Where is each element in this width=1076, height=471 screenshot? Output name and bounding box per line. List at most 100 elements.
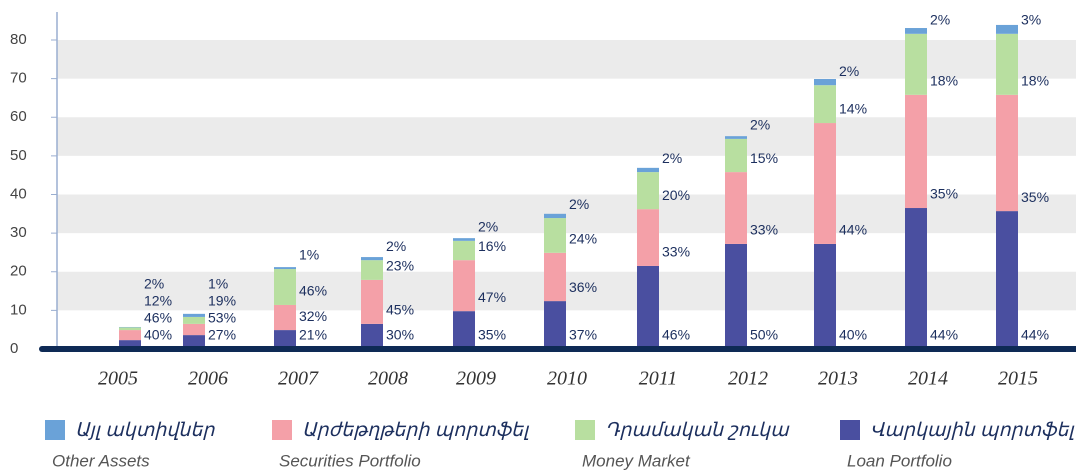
bar-segment	[725, 138, 747, 173]
data-label: 21%	[299, 327, 327, 343]
data-label: 30%	[386, 327, 414, 343]
bar-segment	[996, 33, 1018, 95]
x-tick-label: 2014	[908, 368, 948, 390]
data-label: 23%	[386, 258, 414, 274]
data-label: 47%	[478, 289, 506, 305]
x-tick-label: 2013	[818, 368, 858, 390]
data-label: 3%	[1021, 12, 1041, 28]
legend-label: Արժեթղթերի պորտֆել	[302, 420, 530, 441]
bar-segment	[637, 167, 659, 173]
y-tick-label: 40	[10, 185, 27, 202]
bar-segment	[814, 123, 836, 244]
bar-segment	[274, 304, 296, 331]
legend-subtitle: Money Market	[582, 451, 691, 470]
bar-segment	[814, 85, 836, 124]
data-label: 2%	[839, 63, 859, 79]
x-tick-label: 2007	[278, 368, 319, 390]
bar-segment	[814, 243, 836, 349]
x-tick-label: 2011	[639, 368, 678, 390]
data-label: 50%	[750, 327, 778, 343]
data-label: 46%	[662, 327, 690, 343]
legend-swatch	[840, 420, 860, 440]
bar-segment	[637, 172, 659, 210]
data-label: 2%	[569, 196, 589, 212]
bar-segment	[725, 136, 747, 139]
legend-swatch	[575, 420, 595, 440]
data-label: 18%	[1021, 73, 1049, 89]
bar-segment	[119, 330, 141, 341]
data-label: 32%	[299, 308, 327, 324]
x-tick-label: 2015	[998, 368, 1038, 390]
x-tick-label: 2008	[368, 368, 408, 390]
data-label: 15%	[750, 150, 778, 166]
data-label: 44%	[930, 327, 958, 343]
bar-segment	[905, 94, 927, 209]
bar-segment	[361, 257, 383, 261]
data-label: 35%	[930, 186, 958, 202]
data-label: 35%	[1021, 189, 1049, 205]
y-tick-label: 70	[10, 70, 27, 87]
y-tick-label: 50	[10, 147, 27, 164]
y-tick-label: 20	[10, 263, 27, 280]
data-label: 2%	[662, 150, 682, 166]
legend-subtitle: Securities Portfolio	[279, 451, 421, 470]
bar-segment	[361, 260, 383, 280]
bar-segment	[544, 218, 566, 253]
data-label: 20%	[662, 187, 690, 203]
bar-segment	[183, 316, 205, 324]
bar-segment	[905, 33, 927, 95]
data-label: 12%	[144, 293, 172, 309]
data-label: 27%	[208, 327, 236, 343]
legend-swatch	[272, 420, 292, 440]
data-label: 18%	[930, 73, 958, 89]
bar-segment	[725, 243, 747, 349]
bar-segment	[996, 24, 1018, 34]
y-tick-label: 30	[10, 224, 27, 241]
legend-label: Այլ ակտիվներ	[75, 420, 215, 441]
data-label: 2%	[386, 238, 406, 254]
bar-segment	[183, 313, 205, 317]
bar-segment	[637, 209, 659, 266]
bar-segment	[544, 252, 566, 302]
data-label: 2%	[478, 219, 498, 235]
x-tick-label: 2009	[456, 368, 496, 390]
legend-swatch	[45, 420, 65, 440]
data-label: 53%	[208, 310, 236, 326]
bar-segment	[637, 265, 659, 349]
data-label: 46%	[144, 310, 172, 326]
data-label: 45%	[386, 302, 414, 318]
bar-segment	[119, 327, 141, 331]
x-tick-label: 2010	[547, 368, 587, 390]
bar-segment	[274, 269, 296, 305]
data-label: 33%	[750, 222, 778, 238]
data-label: 40%	[144, 327, 172, 343]
y-tick-label: 80	[10, 31, 27, 48]
data-label: 46%	[299, 283, 327, 299]
data-label: 35%	[478, 327, 506, 343]
legend-label: Դրամական շուկա	[605, 420, 790, 441]
y-tick-label: 0	[10, 340, 18, 357]
x-tick-label: 2005	[98, 368, 138, 390]
x-tick-label: 2006	[188, 368, 228, 390]
bar-segment	[119, 340, 141, 349]
bar-segment	[905, 28, 927, 34]
data-label: 36%	[569, 279, 597, 295]
y-tick-label: 10	[10, 301, 27, 318]
legend-subtitle: Loan Portfolio	[847, 451, 952, 470]
data-label: 2%	[750, 117, 770, 133]
x-tick-label: 2012	[728, 368, 768, 390]
bar-segment	[183, 323, 205, 336]
data-label: 37%	[569, 327, 597, 343]
bar-segment	[814, 79, 836, 86]
data-label: 1%	[299, 247, 319, 263]
data-label: 2%	[930, 12, 950, 28]
bar-segment	[453, 260, 475, 312]
data-label: 33%	[662, 244, 690, 260]
bar-segment	[183, 335, 205, 349]
bar-segment	[453, 311, 475, 349]
data-label: 2%	[144, 276, 164, 292]
data-label: 1%	[208, 276, 228, 292]
bar-segment	[453, 238, 475, 241]
bar-segment	[725, 172, 747, 244]
